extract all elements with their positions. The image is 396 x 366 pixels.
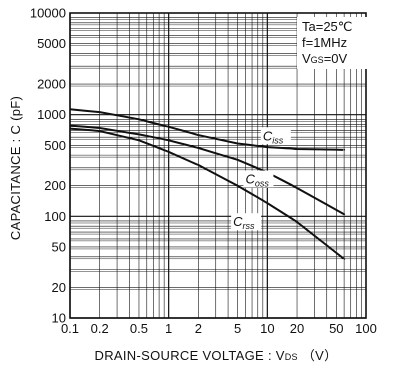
y-tick-label: 10 xyxy=(52,311,66,326)
y-tick-label: 100 xyxy=(44,209,66,224)
y-tick-label: 5000 xyxy=(37,36,66,51)
x-axis-title: DRAIN-SOURCE VOLTAGE : VDS （V） xyxy=(95,348,338,363)
y-tick-label: 2000 xyxy=(37,77,66,92)
x-tick-label: 0.2 xyxy=(91,321,109,336)
condition-vgs: VGS=0V xyxy=(302,51,348,66)
y-tick-label: 20 xyxy=(52,280,66,295)
y-tick-label: 1000 xyxy=(37,107,66,122)
condition-frequency: f=1MHz xyxy=(302,35,347,50)
y-tick-label: 500 xyxy=(44,138,66,153)
y-tick-labels: 10 20 50 100 200 500 1000 2000 5000 10000 xyxy=(30,6,66,326)
y-axis-title: CAPACITANCE : C (pF) xyxy=(8,96,23,240)
y-tick-label: 50 xyxy=(52,239,66,254)
x-tick-label: 1 xyxy=(165,321,172,336)
x-tick-label: 0.5 xyxy=(130,321,148,336)
x-tick-labels: 0.1 0.2 0.5 1 2 5 10 20 50 100 xyxy=(61,321,377,336)
x-tick-label: 20 xyxy=(290,321,304,336)
series-lines xyxy=(70,109,344,259)
x-tick-label: 2 xyxy=(195,321,202,336)
x-tick-label: 5 xyxy=(234,321,241,336)
x-tick-label: 50 xyxy=(329,321,343,336)
y-tick-label: 10000 xyxy=(30,6,66,21)
y-tick-label: 200 xyxy=(44,178,66,193)
x-tick-label: 10 xyxy=(260,321,274,336)
x-tick-label: 100 xyxy=(355,321,377,336)
condition-ta: Ta=25℃ xyxy=(302,19,352,34)
